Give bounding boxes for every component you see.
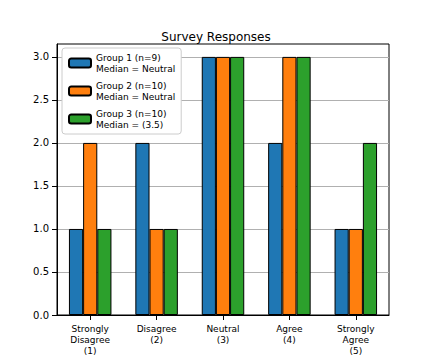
svg-text:Group 2 (n=10): Group 2 (n=10) — [96, 81, 167, 91]
svg-text:2.5: 2.5 — [33, 94, 49, 105]
svg-text:Strongly: Strongly — [337, 324, 375, 334]
svg-text:(3): (3) — [217, 335, 230, 345]
svg-text:0.5: 0.5 — [33, 266, 49, 277]
svg-text:Agree: Agree — [343, 335, 370, 345]
svg-text:Disagree: Disagree — [70, 335, 110, 345]
svg-text:Neutral: Neutral — [206, 324, 239, 334]
svg-text:Survey Responses: Survey Responses — [161, 30, 270, 44]
svg-text:2.0: 2.0 — [33, 137, 49, 148]
svg-text:Group 3 (n=10): Group 3 (n=10) — [96, 109, 167, 119]
svg-text:0.0: 0.0 — [33, 310, 49, 321]
svg-text:Agree: Agree — [276, 324, 303, 334]
svg-text:1.0: 1.0 — [33, 223, 49, 234]
svg-text:Group 1 (n=9): Group 1 (n=9) — [96, 53, 161, 63]
svg-text:(1): (1) — [84, 346, 97, 356]
svg-text:Strongly: Strongly — [71, 324, 109, 334]
svg-text:Median = Neutral: Median = Neutral — [96, 64, 175, 74]
svg-text:Disagree: Disagree — [137, 324, 177, 334]
svg-text:(4): (4) — [283, 335, 296, 345]
svg-text:1.5: 1.5 — [33, 180, 49, 191]
svg-text:(2): (2) — [150, 335, 163, 345]
svg-text:Median = Neutral: Median = Neutral — [96, 92, 175, 102]
svg-text:(5): (5) — [349, 346, 362, 356]
svg-text:3.0: 3.0 — [33, 51, 49, 62]
svg-text:Median = (3.5): Median = (3.5) — [96, 120, 163, 130]
